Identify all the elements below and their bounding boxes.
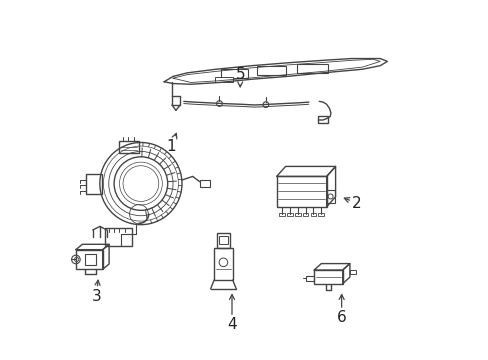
Bar (257, 66, 285, 75)
Bar (286, 213, 292, 216)
Text: 6: 6 (336, 294, 346, 325)
Bar (200, 180, 209, 187)
Bar (313, 270, 342, 284)
Bar (302, 213, 308, 216)
Bar (326, 190, 334, 203)
Bar (318, 213, 324, 216)
Bar (105, 228, 132, 246)
Bar (294, 213, 300, 216)
Bar (317, 116, 328, 123)
Bar (297, 64, 327, 73)
Bar (279, 213, 285, 216)
Bar (221, 69, 247, 78)
Bar (84, 254, 95, 265)
Bar (214, 248, 232, 280)
Bar (305, 276, 313, 281)
Bar (85, 174, 102, 194)
Bar (215, 77, 233, 82)
Text: 4: 4 (227, 294, 236, 332)
Bar (349, 270, 356, 274)
Bar (310, 213, 316, 216)
Bar (76, 249, 102, 269)
Bar (119, 141, 139, 153)
Bar (276, 176, 326, 207)
Text: 2: 2 (344, 196, 361, 211)
Text: 5: 5 (235, 67, 244, 87)
Text: 3: 3 (91, 280, 101, 303)
Text: 1: 1 (166, 133, 177, 154)
Bar (218, 236, 227, 244)
Bar (217, 233, 229, 248)
